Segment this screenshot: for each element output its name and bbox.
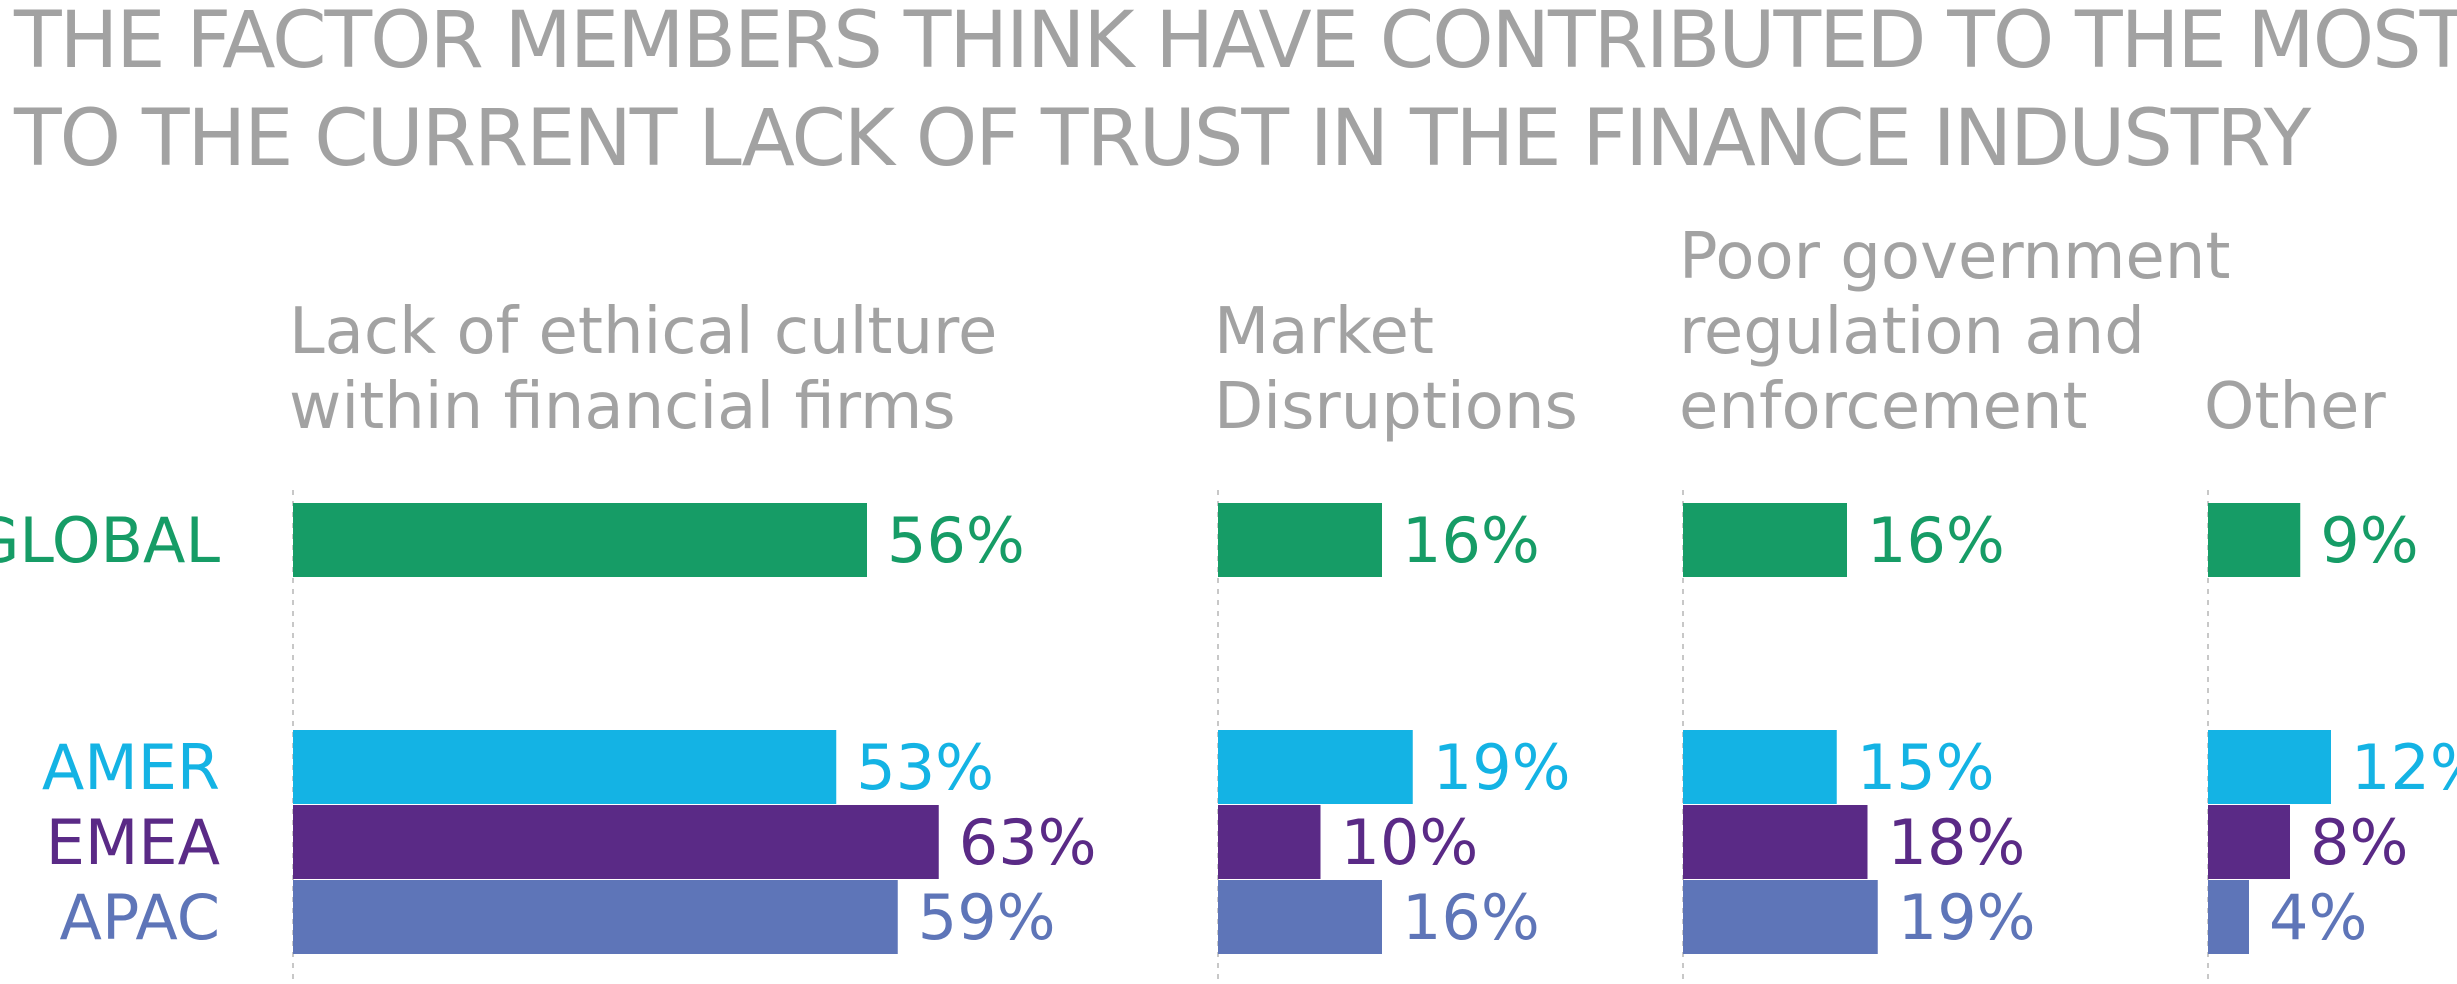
value-label-amer-cat-1: 53% — [856, 731, 994, 804]
value-label-apac-cat-2: 16% — [1402, 881, 1540, 954]
value-label-amer-cat-4: 12% — [2351, 731, 2457, 804]
chart-title-line-2: TO THE CURRENT LACK OF TRUST IN THE FINA… — [14, 94, 2311, 184]
value-label-apac-cat-3: 19% — [1898, 881, 2036, 954]
value-label-amer-cat-2: 19% — [1433, 731, 1571, 804]
category-label-1-line-1: Lack of ethical culture — [289, 295, 997, 369]
value-label-amer-cat-3: 15% — [1857, 731, 1995, 804]
value-label-global-cat-2: 16% — [1402, 504, 1540, 577]
bar-apac-cat-3 — [1683, 880, 1878, 954]
series-label-global: GLOBAL — [0, 504, 220, 577]
category-label-3-line-1: Poor government — [1679, 220, 2230, 294]
bar-global-cat-4 — [2208, 503, 2301, 577]
series-label-amer: AMER — [42, 731, 220, 804]
series-label-emea: EMEA — [46, 806, 220, 879]
bar-global-cat-3 — [1683, 503, 1847, 577]
value-label-global-cat-1: 56% — [887, 504, 1025, 577]
bar-amer-cat-1 — [293, 730, 837, 804]
value-label-global-cat-4: 9% — [2320, 504, 2418, 577]
bar-apac-cat-4 — [2208, 880, 2249, 954]
bar-amer-cat-3 — [1683, 730, 1837, 804]
category-label-3-line-3: enforcement — [1679, 370, 2087, 444]
bar-amer-cat-4 — [2208, 730, 2331, 804]
bar-apac-cat-1 — [293, 880, 898, 954]
value-label-emea-cat-3: 18% — [1888, 806, 2026, 879]
bar-emea-cat-4 — [2208, 805, 2290, 879]
category-label-1-line-2: within financial firms — [289, 370, 956, 444]
bar-global-cat-1 — [293, 503, 867, 577]
bar-global-cat-2 — [1218, 503, 1382, 577]
bar-amer-cat-2 — [1218, 730, 1413, 804]
bar-emea-cat-1 — [293, 805, 939, 879]
series-label-apac: APAC — [60, 881, 220, 954]
value-label-apac-cat-4: 4% — [2269, 881, 2367, 954]
chart-title-line-1: THE FACTOR MEMBERS THINK HAVE CONTRIBUTE… — [14, 0, 2457, 86]
bar-apac-cat-2 — [1218, 880, 1382, 954]
category-label-2-line-2: Disruptions — [1214, 370, 1578, 444]
bar-emea-cat-2 — [1218, 805, 1321, 879]
value-label-emea-cat-1: 63% — [959, 806, 1097, 879]
value-label-apac-cat-1: 59% — [918, 881, 1056, 954]
value-label-emea-cat-4: 8% — [2310, 806, 2408, 879]
bar-emea-cat-3 — [1683, 805, 1868, 879]
category-label-3-line-2: regulation and — [1679, 295, 2145, 369]
value-label-global-cat-3: 16% — [1867, 504, 2005, 577]
chart-title: THE FACTOR MEMBERS THINK HAVE CONTRIBUTE… — [14, 0, 2457, 188]
value-label-emea-cat-2: 10% — [1341, 806, 1479, 879]
category-label-4-line-1: Other — [2204, 370, 2386, 444]
category-label-2-line-1: Market — [1214, 295, 1434, 369]
